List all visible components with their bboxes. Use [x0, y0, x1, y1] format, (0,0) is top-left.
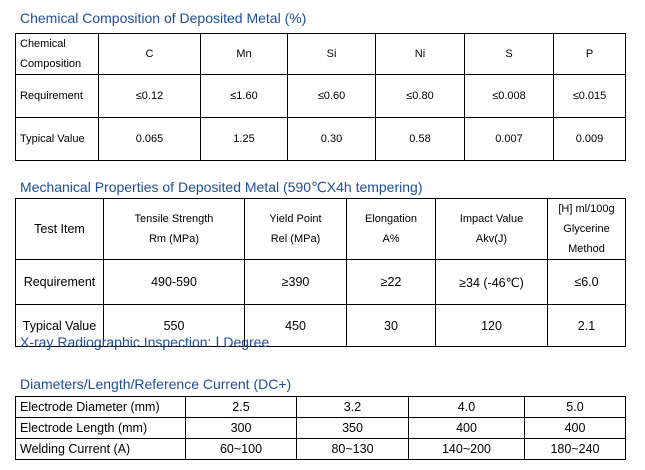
- table-row: Requirement ≤0.12 ≤1.60 ≤0.60 ≤0.80 ≤0.0…: [15, 74, 626, 118]
- header-label: Rm (MPa): [148, 233, 200, 245]
- table-cell: 2.5: [185, 396, 297, 418]
- table-cell: 120: [435, 304, 548, 347]
- table-cell: 300: [185, 417, 297, 439]
- row-label: Welding Current (A): [15, 438, 186, 460]
- table-cell: 60~100: [185, 438, 297, 460]
- header-label: Tensile Strength: [134, 213, 214, 225]
- xray-inspection-text: X-ray Radiographic Inspection: Ⅰ Degree: [20, 334, 270, 350]
- table-row: Typical Value 550 450 30 120 2.1: [15, 304, 626, 347]
- table-cell: 350: [296, 417, 409, 439]
- row-label: Typical Value: [15, 304, 104, 347]
- table-row: Test Item Tensile Strength Rm (MPa) Yield…: [15, 198, 626, 260]
- header-label: Composition: [20, 58, 82, 70]
- table-row: Typical Value 0.065 1.25 0.30 0.58 0.007…: [15, 117, 626, 161]
- row-label: Electrode Diameter (mm): [15, 396, 186, 418]
- mechanical-properties-table: Test Item Tensile Strength Rm (MPa) Yield…: [15, 198, 626, 347]
- header-cell: Chemical Composition: [15, 33, 99, 75]
- chemical-composition-heading: Chemical Composition of Deposited Metal …: [20, 10, 307, 26]
- table-cell: 550: [103, 304, 245, 347]
- table-cell: 180~240: [524, 438, 626, 460]
- table-cell: ≥22: [346, 259, 436, 305]
- table-row: Electrode Length (mm) 300 350 400 400: [15, 417, 626, 439]
- table-cell: 80~130: [296, 438, 409, 460]
- chemical-composition-table: Chemical Composition C Mn Si Ni S P Requi…: [15, 33, 626, 161]
- table-cell: 0.009: [553, 117, 626, 161]
- table-cell: 1.25: [200, 117, 288, 161]
- header-label: Akv(J): [475, 233, 508, 245]
- table-cell: ≤0.015: [553, 74, 626, 118]
- impact-value-header: Impact Value Akv(J): [435, 198, 548, 260]
- table-cell: 2.1: [547, 304, 626, 347]
- table-cell: ≤0.60: [287, 74, 376, 118]
- element-header-ni: Ni: [375, 33, 465, 75]
- table-cell: 30: [346, 304, 436, 347]
- table-row: Chemical Composition C Mn Si Ni S P: [15, 33, 626, 75]
- elongation-header: Elongation A%: [346, 198, 436, 260]
- yield-point-header: Yield Point Rel (MPa): [244, 198, 347, 260]
- diameters-table: Electrode Diameter (mm) 2.5 3.2 4.0 5.0 …: [15, 396, 626, 460]
- table-cell: ≥34 (-46℃): [435, 259, 548, 305]
- header-label: Rel (MPa): [270, 233, 321, 245]
- header-label: Impact Value: [459, 213, 524, 225]
- table-cell: 3.2: [296, 396, 409, 418]
- table-cell: 490-590: [103, 259, 245, 305]
- table-cell: 140~200: [408, 438, 525, 460]
- header-label: [H] ml/100g: [558, 203, 615, 215]
- hydrogen-header: [H] ml/100g Glycerine Method: [547, 198, 626, 260]
- header-label: Yield Point: [269, 213, 322, 225]
- table-cell: ≤0.80: [375, 74, 465, 118]
- table-cell: 4.0: [408, 396, 525, 418]
- table-cell: ≤0.12: [98, 74, 201, 118]
- header-label: Elongation: [365, 213, 417, 225]
- header-label: A%: [382, 233, 400, 245]
- element-header-p: P: [553, 33, 626, 75]
- table-cell: 400: [408, 417, 525, 439]
- table-cell: 5.0: [524, 396, 626, 418]
- table-cell: ≥390: [244, 259, 347, 305]
- element-header-c: C: [98, 33, 201, 75]
- table-row: Requirement 490-590 ≥390 ≥22 ≥34 (-46℃) …: [15, 259, 626, 305]
- table-cell: 400: [524, 417, 626, 439]
- table-cell: ≤6.0: [547, 259, 626, 305]
- test-item-header: Test Item: [15, 198, 104, 260]
- row-label: Typical Value: [15, 117, 99, 161]
- header-label: Chemical: [20, 38, 66, 50]
- element-header-s: S: [464, 33, 554, 75]
- table-cell: 0.30: [287, 117, 376, 161]
- diameters-heading: Diameters/Length/Reference Current (DC+): [20, 376, 292, 392]
- element-header-mn: Mn: [200, 33, 288, 75]
- table-cell: 0.58: [375, 117, 465, 161]
- table-cell: ≤1.60: [200, 74, 288, 118]
- row-label: Electrode Length (mm): [15, 417, 186, 439]
- table-cell: ≤0.008: [464, 74, 554, 118]
- element-header-si: Si: [287, 33, 376, 75]
- header-label: Glycerine Method: [563, 223, 610, 255]
- table-row: Welding Current (A) 60~100 80~130 140~20…: [15, 438, 626, 460]
- table-cell: 0.065: [98, 117, 201, 161]
- row-label: Requirement: [15, 74, 99, 118]
- table-row: Electrode Diameter (mm) 2.5 3.2 4.0 5.0: [15, 396, 626, 418]
- table-cell: 0.007: [464, 117, 554, 161]
- mechanical-properties-heading: Mechanical Properties of Deposited Metal…: [20, 179, 423, 195]
- row-label: Requirement: [15, 259, 104, 305]
- tensile-strength-header: Tensile Strength Rm (MPa): [103, 198, 245, 260]
